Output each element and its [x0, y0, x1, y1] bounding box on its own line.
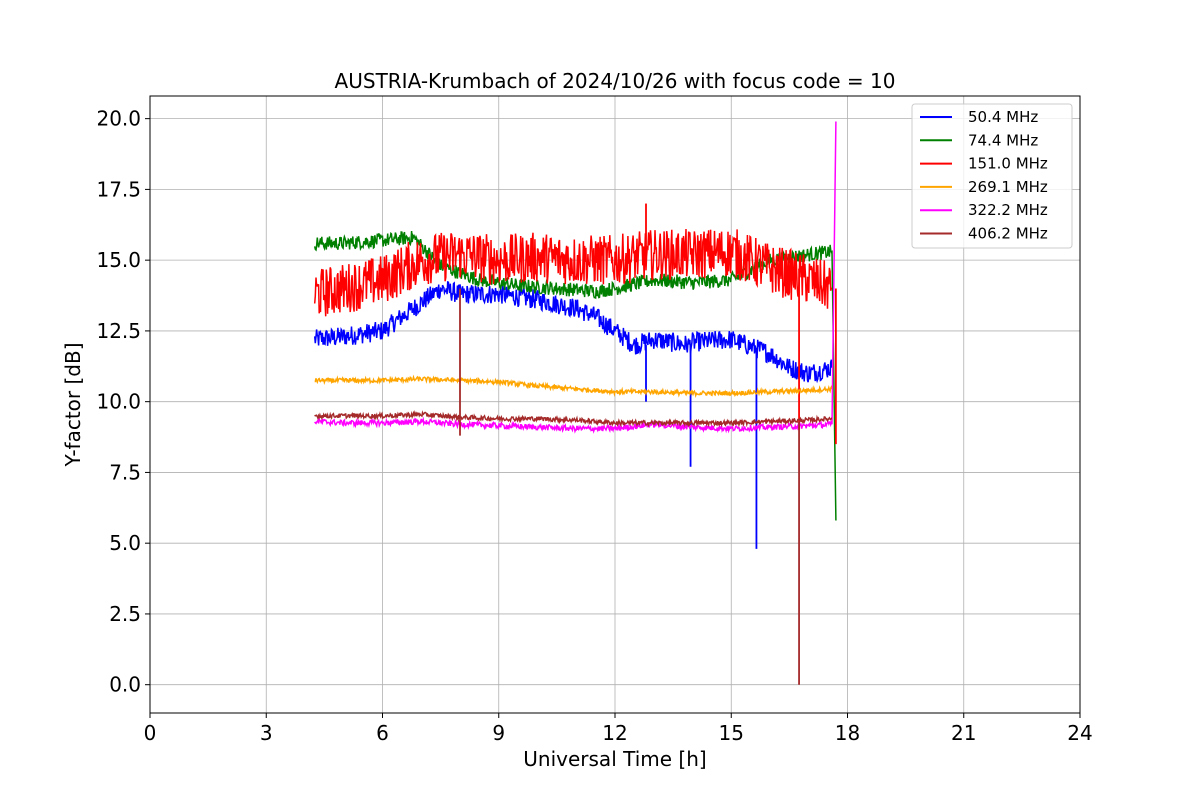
- series-line: [314, 121, 837, 434]
- series-line: [314, 409, 833, 428]
- y-tick-label: 0.0: [109, 673, 141, 697]
- legend-label: 151.0 MHz: [968, 155, 1048, 173]
- series-2: [313, 203, 837, 445]
- x-tick-label: 6: [376, 721, 389, 745]
- series-4: [314, 121, 837, 434]
- x-tick-label: 15: [719, 721, 744, 745]
- series-line: [313, 228, 833, 317]
- series-layer: [313, 121, 837, 685]
- x-tick-label: 3: [260, 721, 273, 745]
- legend-label: 74.4 MHz: [968, 131, 1038, 149]
- series-line: [313, 281, 833, 384]
- x-tick-label: 0: [144, 721, 157, 745]
- legend-label: 269.1 MHz: [968, 178, 1048, 196]
- x-axis-label: Universal Time [h]: [523, 747, 706, 771]
- legend-label: 50.4 MHz: [968, 108, 1038, 126]
- y-axis-label: Y-factor [dB]: [61, 342, 85, 467]
- x-tick-label: 18: [835, 721, 860, 745]
- legend-label: 406.2 MHz: [968, 225, 1048, 243]
- legend: 50.4 MHz 74.4 MHz 151.0 MHz 269.1 MHz 32…: [911, 103, 1073, 249]
- y-tick-label: 12.5: [96, 319, 141, 343]
- x-tick-label: 24: [1067, 721, 1092, 745]
- y-axis: 0.0 2.5 5.0 7.5 10.0 12.5 15.0 17.5 20.0: [96, 107, 150, 697]
- y-tick-label: 17.5: [96, 177, 141, 201]
- x-tick-label: 12: [602, 721, 627, 745]
- y-tick-label: 7.5: [109, 460, 141, 484]
- x-axis: 0 3 6 9 12 15 18 21 24: [144, 713, 1093, 745]
- series-3: [314, 374, 833, 398]
- y-tick-label: 10.0: [96, 390, 141, 414]
- legend-label: 322.2 MHz: [968, 201, 1048, 219]
- y-tick-label: 2.5: [109, 602, 141, 626]
- y-tick-label: 5.0: [109, 531, 141, 555]
- series-line: [314, 374, 833, 398]
- x-tick-label: 9: [492, 721, 505, 745]
- y-tick-label: 15.0: [96, 248, 141, 272]
- chart-title: AUSTRIA-Krumbach of 2024/10/26 with focu…: [335, 69, 896, 93]
- series-5: [314, 288, 833, 685]
- y-tick-label: 20.0: [96, 107, 141, 131]
- x-tick-label: 21: [951, 721, 976, 745]
